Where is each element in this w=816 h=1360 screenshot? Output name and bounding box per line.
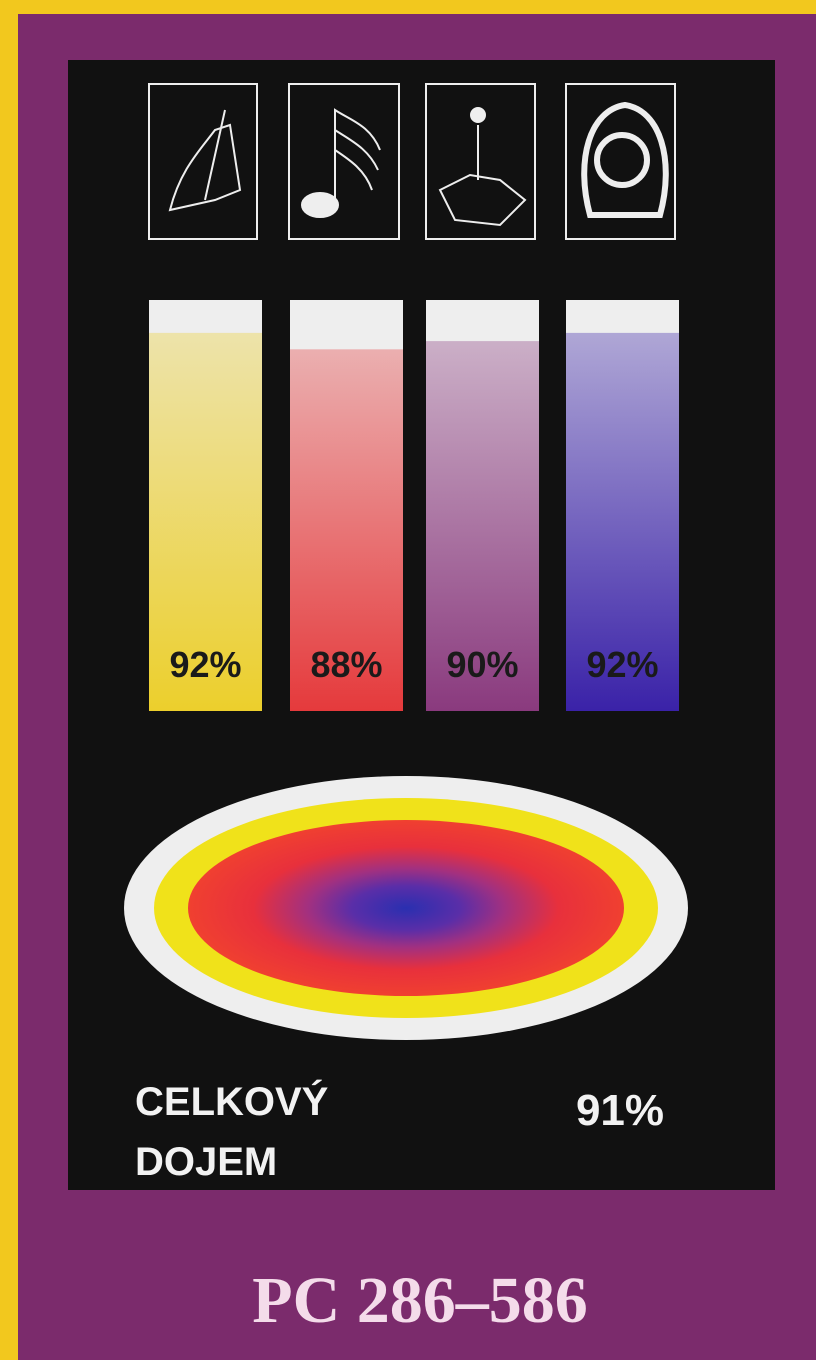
bar — [426, 341, 539, 711]
yellow-edge — [0, 0, 816, 14]
icon-frame — [148, 83, 258, 240]
icon-frame — [565, 83, 676, 240]
bar — [566, 332, 679, 711]
value-label: 90% — [446, 644, 518, 685]
value-label: 92% — [586, 644, 658, 685]
icon-frame — [425, 83, 536, 240]
platform: PC 286–586 — [252, 1264, 587, 1337]
overall-label: CELKOVÝ — [135, 1078, 329, 1124]
overall-label: DOJEM — [135, 1140, 277, 1184]
overall-core — [188, 820, 624, 996]
value-label: 88% — [310, 644, 382, 685]
icon-joystick — [438, 125, 527, 227]
bar — [149, 332, 262, 711]
icon-frame — [288, 83, 400, 240]
icon-note-head — [301, 192, 339, 218]
overall-score: 91% — [576, 1086, 664, 1135]
icon-head-ring — [594, 132, 650, 188]
icon-knob — [470, 107, 486, 123]
icon-music — [334, 108, 381, 200]
icon-head — [581, 101, 669, 218]
bar — [290, 349, 403, 711]
value-label: 92% — [169, 644, 241, 685]
icons — [148, 83, 676, 240]
icon-hand — [168, 109, 242, 212]
yellow-edge — [0, 0, 18, 1360]
overall-graphic — [124, 776, 688, 1040]
